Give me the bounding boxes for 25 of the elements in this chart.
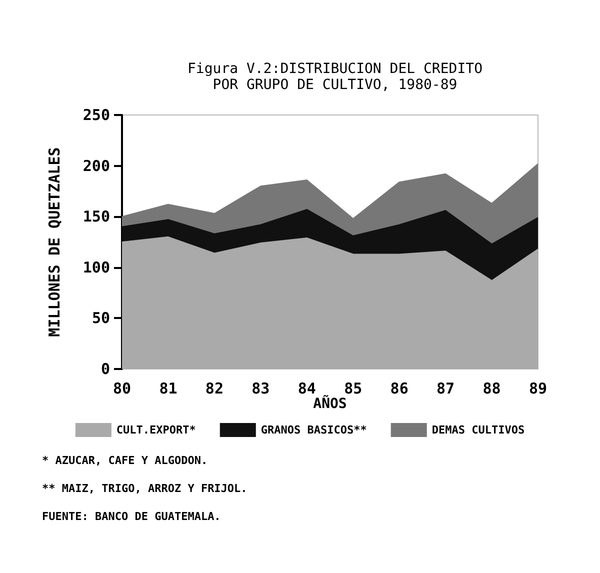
legend-label: CULT.EXPORT* — [116, 424, 196, 436]
x-tick-label: 82 — [205, 380, 224, 398]
y-tick-label: 50 — [92, 309, 110, 328]
x-tick-label: 83 — [252, 380, 270, 398]
text: * AZUCAR, CAFE Y ALGODON. — [42, 454, 208, 467]
x-axis-title: AÑOS — [313, 395, 347, 412]
x-tick-label: 81 — [159, 380, 178, 398]
y-tick-label: 200 — [82, 156, 110, 175]
x-tick-label: 88 — [482, 380, 501, 398]
y-tick-label: 100 — [82, 258, 110, 276]
x-tick-label: 85 — [344, 380, 362, 398]
x-tick-label: 86 — [390, 380, 408, 398]
x-tick-label: 89 — [528, 380, 548, 398]
x-tick-label: 80 — [112, 380, 132, 398]
legend-label: DEMAS CULTIVOS — [432, 424, 525, 436]
y-tick-label: 0 — [100, 360, 110, 378]
source-note: FUENTE: BANCO DE GUATEMALA. — [42, 510, 221, 523]
chart-title: Figura V.2:DISTRIBUCION DEL CREDITO POR GRUPO DE CULTIVO, 1980-89 — [187, 61, 483, 93]
text: ** MAIZ, TRIGO, ARROZ Y FRIJOL. — [42, 482, 248, 495]
y-axis-title: MILLONES DE QUETZALES — [46, 147, 64, 337]
legend-label: GRANOS BASICOS** — [260, 424, 367, 436]
x-tick-label: 84 — [298, 380, 316, 398]
x-tick-label: 87 — [436, 380, 455, 398]
y-tick-label: 150 — [82, 208, 110, 226]
y-tick-label: 250 — [82, 106, 110, 124]
